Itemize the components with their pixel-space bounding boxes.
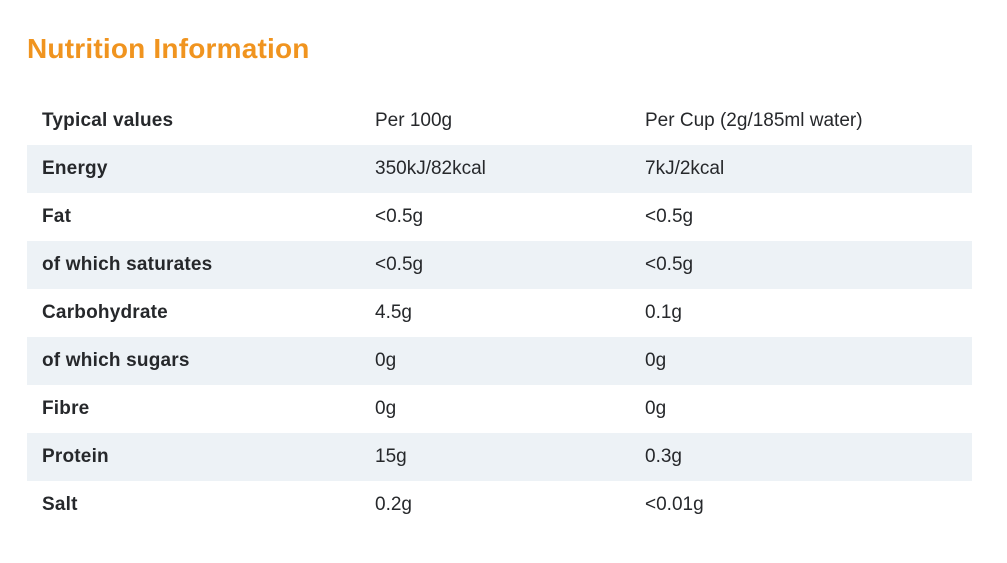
- value-per-cup: 0.1g: [645, 302, 682, 323]
- value-per-cup: <0.5g: [645, 254, 694, 275]
- header-typical-values: Typical values: [42, 110, 174, 131]
- value-per-cup: 0g: [645, 398, 667, 419]
- value-per-100g: <0.5g: [375, 206, 424, 227]
- value-per-cup: 0.3g: [645, 446, 682, 467]
- table-row: Energy 350kJ/82kcal 7kJ/2kcal: [27, 145, 972, 193]
- row-label: Fibre: [42, 398, 90, 419]
- row-label: of which sugars: [42, 350, 190, 371]
- value-per-100g: 15g: [375, 446, 407, 467]
- value-per-cup: 7kJ/2kcal: [645, 158, 725, 179]
- row-label: Salt: [42, 494, 78, 515]
- row-label: Carbohydrate: [42, 302, 168, 323]
- table-header-row: Typical values Per 100g Per Cup (2g/185m…: [27, 97, 972, 145]
- page-title: Nutrition Information: [27, 33, 310, 64]
- row-label: of which saturates: [42, 254, 213, 275]
- table-row: Fibre 0g 0g: [27, 385, 972, 433]
- header-per-100g: Per 100g: [375, 110, 453, 131]
- value-per-100g: 0.2g: [375, 494, 412, 515]
- table-row: of which saturates <0.5g <0.5g: [27, 241, 972, 289]
- header-per-cup: Per Cup (2g/185ml water): [645, 110, 863, 131]
- value-per-100g: 0g: [375, 398, 397, 419]
- row-label: Fat: [42, 206, 72, 227]
- table-row: Carbohydrate 4.5g 0.1g: [27, 289, 972, 337]
- value-per-cup: 0g: [645, 350, 667, 371]
- value-per-100g: 0g: [375, 350, 397, 371]
- table-row: Fat <0.5g <0.5g: [27, 193, 972, 241]
- row-label: Protein: [42, 446, 109, 467]
- table-row: of which sugars 0g 0g: [27, 337, 972, 385]
- nutrition-table: Typical values Per 100g Per Cup (2g/185m…: [27, 97, 972, 529]
- table-row: Protein 15g 0.3g: [27, 433, 972, 481]
- value-per-cup: <0.5g: [645, 206, 694, 227]
- value-per-cup: <0.01g: [645, 494, 704, 515]
- value-per-100g: 4.5g: [375, 302, 412, 323]
- value-per-100g: 350kJ/82kcal: [375, 158, 486, 179]
- value-per-100g: <0.5g: [375, 254, 424, 275]
- table-row: Salt 0.2g <0.01g: [27, 481, 972, 529]
- row-label: Energy: [42, 158, 108, 179]
- table-body: Energy 350kJ/82kcal 7kJ/2kcal Fat <0.5g <0.5g…: [27, 145, 972, 529]
